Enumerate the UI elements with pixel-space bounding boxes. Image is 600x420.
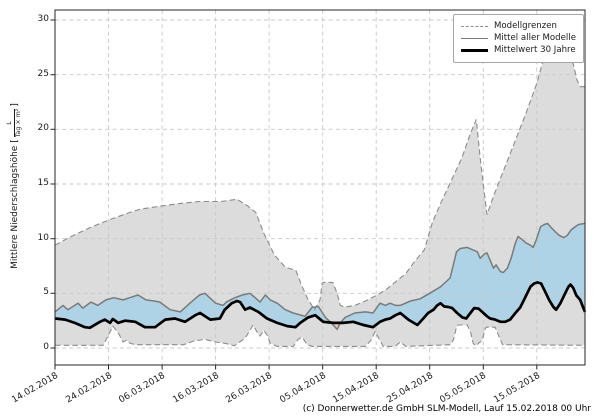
y-tick-label: 15 [37,178,49,188]
above-normal-fill [55,223,585,328]
legend: Modellgrenzen Mittel aller Modelle Mitte… [452,14,584,63]
y-axis-label-text: Mittlere Niederschlagshöhe [ [10,139,20,269]
legend-label: Mittel aller Modelle [493,33,576,43]
y-tick-label: 0 [43,342,49,352]
y-tick-label: 10 [37,232,49,243]
y-tick-label: 20 [37,123,49,134]
black-line-sample-icon [460,48,488,52]
thirty-year-mean-line [54,281,587,330]
y-tick-label: 30 [37,14,49,24]
copyright-note: (c) Donnerwetter.de GmbH SLM-Modell, Lau… [302,404,591,414]
legend-label: Modellgrenzen [493,21,557,31]
legend-label: Mittelwert 30 Jahre [493,45,576,55]
legend-item-model-mean: Mittel aller Modelle [460,33,576,43]
model-mean-line [54,222,586,331]
legend-item-30y-mean: Mittelwert 30 Jahre [460,45,576,55]
y-axis-label-close: ] [10,103,20,107]
axis-tick-marks [50,19,538,370]
y-tick-label: 5 [43,287,49,298]
plot-border [54,9,586,366]
legend-item-model-bounds: Modellgrenzen [460,21,576,31]
gray-line-sample-icon [460,37,488,39]
model-bounds-lines [54,41,586,347]
dashed-line-sample-icon [460,25,488,27]
y-tick-label: 25 [37,68,49,79]
